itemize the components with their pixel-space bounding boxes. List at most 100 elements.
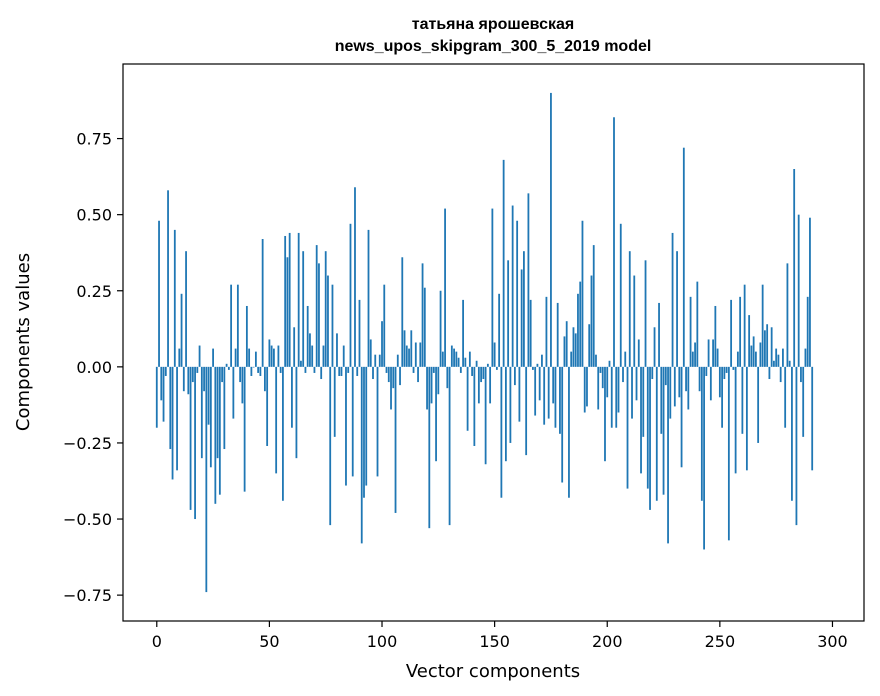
bar-276 (777, 354, 780, 367)
bar-222 (655, 366, 658, 501)
bar-120 (426, 366, 428, 410)
bar-288 (804, 348, 807, 367)
bar-267 (757, 366, 760, 443)
bar-173 (545, 296, 548, 367)
bar-7 (171, 366, 174, 480)
bar-187 (577, 293, 579, 367)
bar-254 (727, 366, 730, 541)
bar-233 (680, 366, 683, 468)
bar-207 (622, 366, 624, 383)
bar-144 (480, 366, 483, 383)
bar-125 (437, 366, 440, 395)
bar-264 (750, 345, 753, 367)
bar-244 (705, 366, 708, 376)
bar-216 (642, 366, 645, 437)
bar-34 (232, 366, 235, 419)
bar-33 (230, 284, 233, 367)
bar-209 (626, 366, 629, 489)
bar-219 (649, 366, 651, 510)
bar-146 (484, 366, 487, 465)
bar-194 (592, 245, 595, 367)
bar-9 (176, 366, 178, 471)
bar-143 (477, 366, 480, 404)
bar-262 (745, 366, 748, 471)
bar-108 (399, 366, 401, 386)
bar-139 (468, 351, 471, 367)
bar-196 (597, 366, 600, 410)
x-tick-label: 200 (592, 632, 623, 651)
bar-243 (703, 366, 705, 550)
bar-131 (450, 345, 453, 367)
bar-122 (430, 366, 433, 404)
bar-87 (351, 366, 354, 477)
bar-191 (586, 366, 588, 407)
bar-138 (466, 366, 469, 431)
bar-15 (189, 366, 192, 510)
bar-37 (239, 366, 242, 383)
bar-110 (403, 330, 406, 367)
bar-92 (363, 366, 365, 498)
bar-116 (417, 366, 419, 383)
bar-106 (394, 366, 397, 513)
bar-245 (707, 339, 710, 367)
bar-234 (682, 147, 685, 367)
y-axis-label: Components values (13, 253, 34, 431)
bar-278 (782, 348, 784, 367)
bar-121 (428, 366, 431, 529)
bar-3 (162, 366, 165, 422)
bar-36 (236, 284, 239, 367)
bar-271 (766, 324, 769, 367)
bar-145 (482, 366, 485, 380)
bar-72 (318, 263, 320, 367)
bar-151 (495, 366, 498, 370)
bar-169 (536, 363, 539, 367)
bar-80 (336, 333, 338, 367)
bar-269 (761, 284, 764, 367)
bar-236 (687, 366, 690, 410)
bar-42 (250, 366, 253, 376)
bar-82 (340, 366, 343, 376)
x-tick-label: 300 (817, 632, 848, 651)
bar-16 (191, 366, 194, 383)
bar-162 (520, 269, 523, 367)
bar-257 (734, 366, 737, 474)
bar-177 (554, 366, 557, 428)
bar-86 (349, 223, 352, 367)
bar-289 (806, 296, 809, 367)
bar-258 (736, 351, 739, 367)
bar-153 (500, 366, 503, 498)
bar-93 (365, 366, 368, 486)
bar-44 (254, 351, 257, 367)
y-tick-label: −0.50 (63, 510, 112, 529)
bar-270 (763, 330, 766, 367)
bar-157 (509, 366, 512, 443)
bar-56 (282, 366, 284, 501)
bar-130 (448, 366, 451, 526)
bar-204 (615, 366, 618, 428)
y-tick-label: 0.25 (76, 282, 112, 301)
y-tick-label: 0.75 (76, 130, 112, 149)
bar-186 (574, 333, 577, 367)
bar-6 (169, 366, 172, 450)
bar-185 (572, 327, 575, 367)
bar-64 (300, 360, 302, 367)
bar-225 (662, 366, 665, 495)
bar-27 (216, 366, 219, 459)
bar-104 (390, 366, 392, 410)
bar-182 (565, 321, 568, 367)
y-axis-ticks: −0.75 −0.50 −0.25 0.00 0.25 0.50 0.75 (63, 130, 123, 605)
bar-45 (257, 366, 260, 373)
bar-11 (180, 293, 183, 367)
bar-238 (691, 351, 694, 367)
bar-142 (475, 360, 478, 367)
bar-152 (498, 293, 501, 367)
bar-2 (160, 366, 163, 401)
bar-22 (205, 366, 208, 593)
bar-112 (408, 348, 410, 367)
bar-109 (401, 257, 404, 367)
bar-221 (653, 327, 656, 367)
bar-201 (608, 360, 611, 367)
bar-111 (405, 345, 408, 367)
bar-229 (671, 232, 674, 367)
bar-266 (754, 351, 757, 367)
